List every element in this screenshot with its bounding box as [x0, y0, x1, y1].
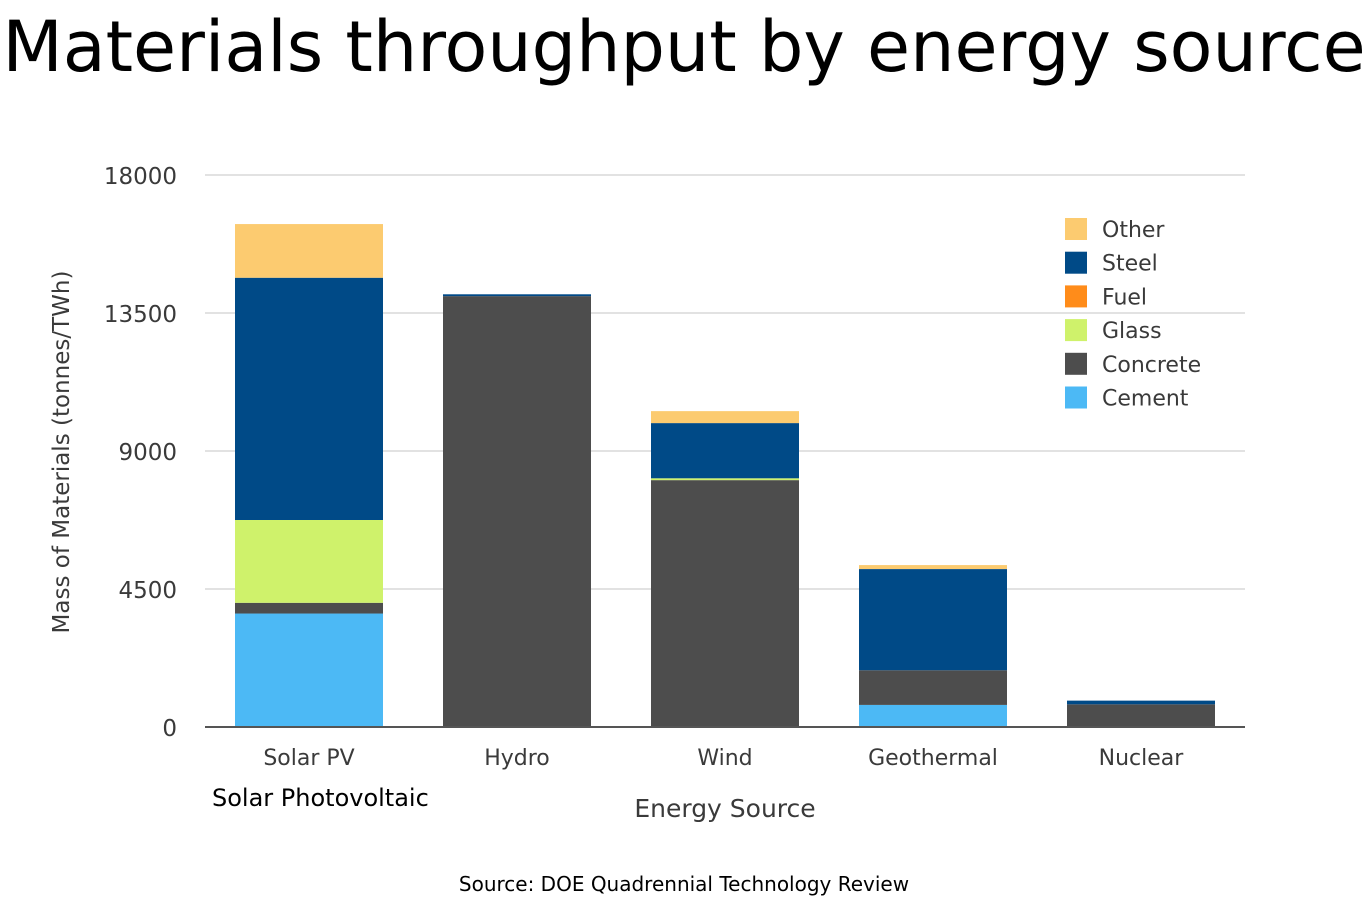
- y-tick-label-0: 0: [162, 716, 177, 742]
- y-tick-label-13500: 13500: [104, 302, 177, 328]
- bar-solar-pv-concrete: [235, 602, 383, 614]
- bar-geothermal-concrete: [859, 670, 1007, 705]
- bar-geothermal-steel: [859, 569, 1007, 671]
- solar-photovoltaic-annotation: Solar Photovoltaic: [212, 784, 429, 812]
- legend-swatch-concrete: [1065, 352, 1087, 375]
- legend-label-other: Other: [1102, 218, 1165, 243]
- bar-geothermal-other: [859, 565, 1007, 570]
- bar-nuclear-steel: [1067, 700, 1215, 705]
- bar-nuclear-concrete: [1067, 704, 1215, 727]
- x-tick-label-solar-pv: Solar PV: [263, 746, 354, 771]
- page-title: Materials throughput by energy source: [2, 6, 1366, 88]
- bar-solar-pv-cement: [235, 613, 383, 727]
- bar-hydro-steel: [443, 294, 591, 297]
- bar-wind-other: [651, 411, 799, 424]
- bar-solar-pv-glass: [235, 520, 383, 603]
- legend-swatch-steel: [1065, 251, 1087, 274]
- bar-hydro-concrete: [443, 296, 591, 727]
- y-axis-title: Mass of Materials (tonnes/TWh): [49, 271, 75, 634]
- x-tick-label-hydro: Hydro: [484, 746, 550, 771]
- bar-solar-pv-steel: [235, 277, 383, 520]
- legend-label-glass: Glass: [1102, 319, 1162, 344]
- x-tick-label-wind: Wind: [697, 746, 752, 771]
- legend-swatch-cement: [1065, 386, 1087, 409]
- legend-label-steel: Steel: [1102, 252, 1158, 277]
- x-axis-title: Energy Source: [634, 794, 815, 823]
- bar-wind-concrete: [651, 480, 799, 727]
- legend-swatch-other: [1065, 218, 1087, 240]
- y-tick-label-4500: 4500: [118, 578, 177, 604]
- x-tick-label-geothermal: Geothermal: [868, 746, 998, 771]
- x-tick-label-nuclear: Nuclear: [1099, 746, 1185, 771]
- bar-wind-glass: [651, 478, 799, 481]
- source-citation: Source: DOE Quadrennial Technology Revie…: [458, 872, 910, 896]
- y-tick-label-9000: 9000: [118, 440, 177, 466]
- legend-label-fuel: Fuel: [1102, 285, 1147, 310]
- legend-label-cement: Cement: [1102, 387, 1189, 412]
- bar-geothermal-cement: [859, 704, 1007, 727]
- bar-solar-pv-other: [235, 224, 383, 278]
- y-tick-label-18000: 18000: [104, 164, 177, 190]
- legend-swatch-glass: [1065, 319, 1087, 342]
- legend-label-concrete: Concrete: [1102, 353, 1201, 378]
- legend-swatch-fuel: [1065, 285, 1087, 308]
- bar-wind-steel: [651, 423, 799, 479]
